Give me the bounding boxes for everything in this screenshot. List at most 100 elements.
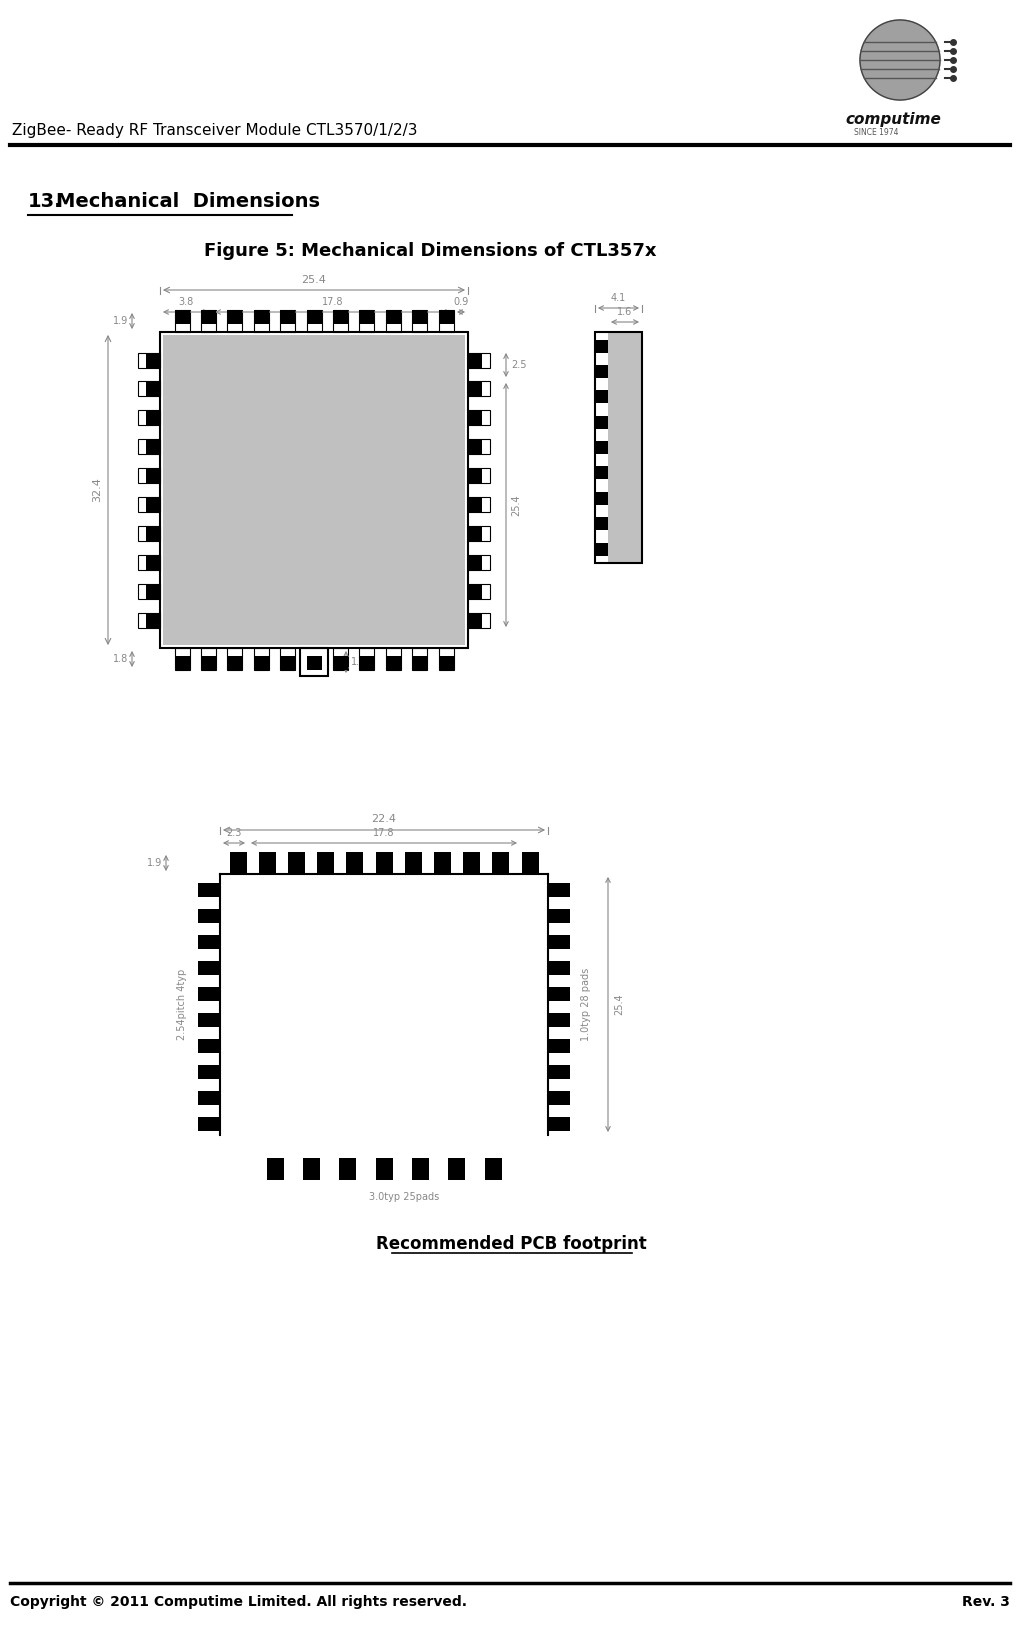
Bar [146, 583, 160, 598]
Bar [138, 468, 160, 483]
Bar [375, 1159, 392, 1180]
Bar [468, 554, 490, 570]
Bar [548, 1012, 570, 1027]
Bar [468, 613, 482, 627]
Bar [548, 908, 570, 923]
Bar [521, 852, 539, 874]
Bar [595, 340, 608, 353]
Text: 1.9: 1.9 [112, 315, 128, 327]
Circle shape [860, 20, 940, 101]
Bar [138, 382, 160, 396]
Bar [201, 310, 216, 332]
Bar [138, 526, 160, 541]
Bar [468, 554, 482, 570]
Bar [468, 439, 482, 453]
Bar [175, 648, 189, 669]
Bar [307, 656, 322, 669]
Bar [468, 382, 482, 396]
Bar [175, 310, 189, 325]
Bar [175, 310, 189, 332]
Bar [438, 310, 454, 332]
Bar [595, 543, 608, 556]
Bar [201, 656, 216, 669]
Bar [346, 852, 363, 874]
Bar [280, 656, 295, 669]
Bar [175, 656, 189, 669]
Bar [146, 353, 160, 367]
Bar [548, 986, 570, 1001]
Bar [468, 382, 490, 396]
Bar [548, 934, 570, 949]
Bar [405, 852, 422, 874]
Text: 3.0typ 25pads: 3.0typ 25pads [369, 1193, 439, 1202]
Bar [227, 310, 242, 332]
Bar [333, 310, 347, 332]
Bar [468, 497, 482, 512]
Bar [468, 497, 490, 512]
Bar [449, 1159, 465, 1180]
Bar [333, 310, 347, 325]
Bar [595, 466, 608, 479]
Bar [360, 656, 374, 669]
Bar [385, 310, 401, 325]
Bar [138, 497, 160, 512]
Bar [468, 526, 490, 541]
Bar [146, 382, 160, 396]
Text: 0.9: 0.9 [454, 297, 469, 307]
Bar [201, 310, 216, 325]
Bar [280, 648, 295, 669]
Text: 3.8: 3.8 [179, 297, 193, 307]
Text: 1.9: 1.9 [147, 858, 162, 868]
Text: 22.4: 22.4 [372, 814, 397, 824]
Bar [198, 960, 220, 975]
Bar [138, 410, 160, 426]
Text: 2.54pitch 4typ: 2.54pitch 4typ [177, 968, 187, 1040]
Bar [201, 648, 216, 669]
Bar [333, 648, 347, 669]
Text: ZigBee- Ready RF Transceiver Module CTL3570/1/2/3: ZigBee- Ready RF Transceiver Module CTL3… [12, 124, 418, 138]
Bar [198, 986, 220, 1001]
Text: 13.: 13. [28, 192, 62, 211]
Text: Rev. 3: Rev. 3 [962, 1596, 1010, 1609]
Bar [317, 852, 334, 874]
Bar [468, 583, 482, 598]
Text: 17.8: 17.8 [322, 297, 343, 307]
Bar [548, 1116, 570, 1131]
Bar [162, 335, 465, 645]
Bar [385, 310, 401, 332]
Bar [227, 656, 242, 669]
Bar [360, 310, 374, 325]
Bar [595, 440, 608, 453]
Bar [412, 656, 427, 669]
Bar [412, 310, 427, 332]
Bar [595, 390, 608, 403]
Bar [253, 648, 269, 669]
Bar [468, 410, 482, 426]
Bar [493, 852, 509, 874]
Bar [468, 468, 490, 483]
Bar [198, 1090, 220, 1105]
Bar [259, 852, 276, 874]
Bar [548, 1038, 570, 1053]
Bar [412, 1159, 429, 1180]
Bar [375, 852, 392, 874]
Bar [280, 310, 295, 332]
Bar [227, 310, 242, 325]
Bar [288, 852, 305, 874]
Bar [385, 656, 401, 669]
Bar [360, 648, 374, 669]
Bar [146, 554, 160, 570]
Text: computime: computime [845, 112, 941, 127]
Bar [608, 332, 642, 562]
Text: SINCE 1974: SINCE 1974 [854, 128, 898, 136]
Text: Figure 5: Mechanical Dimensions of CTL357x: Figure 5: Mechanical Dimensions of CTL35… [203, 242, 656, 260]
Text: 25.4: 25.4 [614, 993, 624, 1016]
Bar [595, 517, 608, 530]
Bar [138, 439, 160, 453]
Bar [412, 648, 427, 669]
Bar [333, 656, 347, 669]
Bar [385, 648, 401, 669]
Text: Recommended PCB footprint: Recommended PCB footprint [376, 1235, 646, 1253]
Text: 2.5: 2.5 [511, 361, 526, 370]
Bar [198, 1038, 220, 1053]
